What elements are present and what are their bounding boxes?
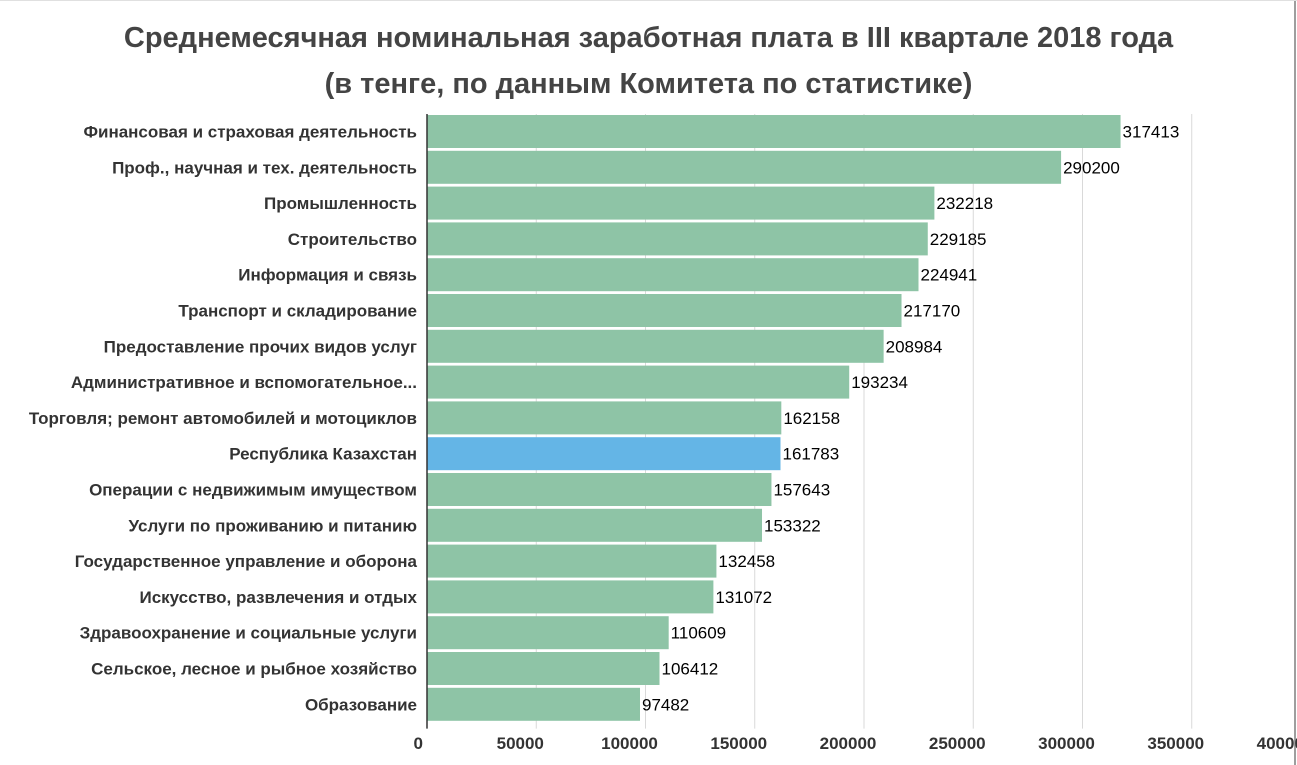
value-label: 208984 <box>886 337 943 356</box>
value-label: 161783 <box>782 445 839 464</box>
category-label: Услуги по проживанию и питанию <box>129 516 418 535</box>
value-label: 317413 <box>1123 123 1180 142</box>
bars <box>427 115 1121 721</box>
value-label: 153322 <box>764 516 821 535</box>
x-tick-label: 350000 <box>1147 734 1204 753</box>
frame-right-border <box>1294 0 1296 765</box>
x-tick-labels: 0 50000 100000 150000 200000 250000 300000 3500… <box>414 734 1297 753</box>
category-label: Сельское, лесное и рыбное хозяйство <box>91 660 417 679</box>
bar <box>427 258 919 292</box>
value-label: 193234 <box>851 373 908 392</box>
category-label: Проф., научная и тех. деятельность <box>112 158 417 177</box>
category-label: Искусство, развлечения и отдых <box>139 588 417 607</box>
bar-highlight <box>427 437 781 471</box>
bar <box>427 329 884 363</box>
bar <box>427 580 714 614</box>
frame-top-border <box>0 0 1297 1</box>
bar <box>427 473 772 506</box>
bar <box>427 544 717 578</box>
category-label: Образование <box>305 695 417 714</box>
category-label: Транспорт и складирование <box>178 302 417 321</box>
value-label: 157643 <box>773 481 830 500</box>
x-tick-label: 300000 <box>1038 734 1095 753</box>
bar <box>427 652 660 685</box>
category-label: Операции с недвижимым имуществом <box>89 481 417 500</box>
x-tick-label: 100000 <box>601 734 658 753</box>
bar <box>427 401 782 435</box>
category-label: Строительство <box>288 230 417 249</box>
value-label: 290200 <box>1063 158 1120 177</box>
x-tick-label: 50000 <box>497 734 544 753</box>
value-label: 132458 <box>718 552 775 571</box>
x-tick-label: 400000 <box>1257 734 1297 753</box>
x-tick-label: 150000 <box>710 734 767 753</box>
category-label: Информация и связь <box>238 266 417 285</box>
bar <box>427 508 763 542</box>
value-label: 110609 <box>671 624 726 643</box>
value-label: 224941 <box>920 266 977 285</box>
bar <box>427 365 850 399</box>
value-label: 97482 <box>642 695 689 714</box>
category-label: Предоставление прочих видов услуг <box>104 337 417 356</box>
chart-subtitle: (в тенге, по данным Комитета по статисти… <box>324 68 973 100</box>
category-label: Республика Казахстан <box>229 445 417 464</box>
value-label: 106412 <box>662 660 719 679</box>
bar <box>427 150 1062 184</box>
category-label: Административное и вспомогательное... <box>71 373 417 392</box>
chart-title: Среднемесячная номинальная заработная пл… <box>123 22 1174 54</box>
x-tick-label: 250000 <box>929 734 986 753</box>
value-label: 131072 <box>715 588 772 607</box>
bar <box>427 687 640 721</box>
category-label: Государственное управление и оборона <box>75 552 418 571</box>
category-label: Промышленность <box>264 194 417 213</box>
value-label: 162158 <box>783 409 840 428</box>
bar <box>427 294 902 327</box>
x-tick-label: 200000 <box>820 734 877 753</box>
bar <box>427 115 1121 148</box>
category-labels: Финансовая и страховая деятельность Проф.… <box>29 123 418 715</box>
bar <box>427 222 928 256</box>
bar <box>427 616 669 650</box>
category-label: Финансовая и страховая деятельность <box>83 123 417 142</box>
bar <box>427 186 935 220</box>
value-label: 232218 <box>936 194 993 213</box>
x-tick-label: 0 <box>414 734 423 753</box>
value-label: 217170 <box>904 302 961 321</box>
category-label: Здравоохранение и социальные услуги <box>80 624 417 643</box>
category-label: Торговля; ремонт автомобилей и мотоцикло… <box>29 409 417 428</box>
value-label: 229185 <box>930 230 987 249</box>
